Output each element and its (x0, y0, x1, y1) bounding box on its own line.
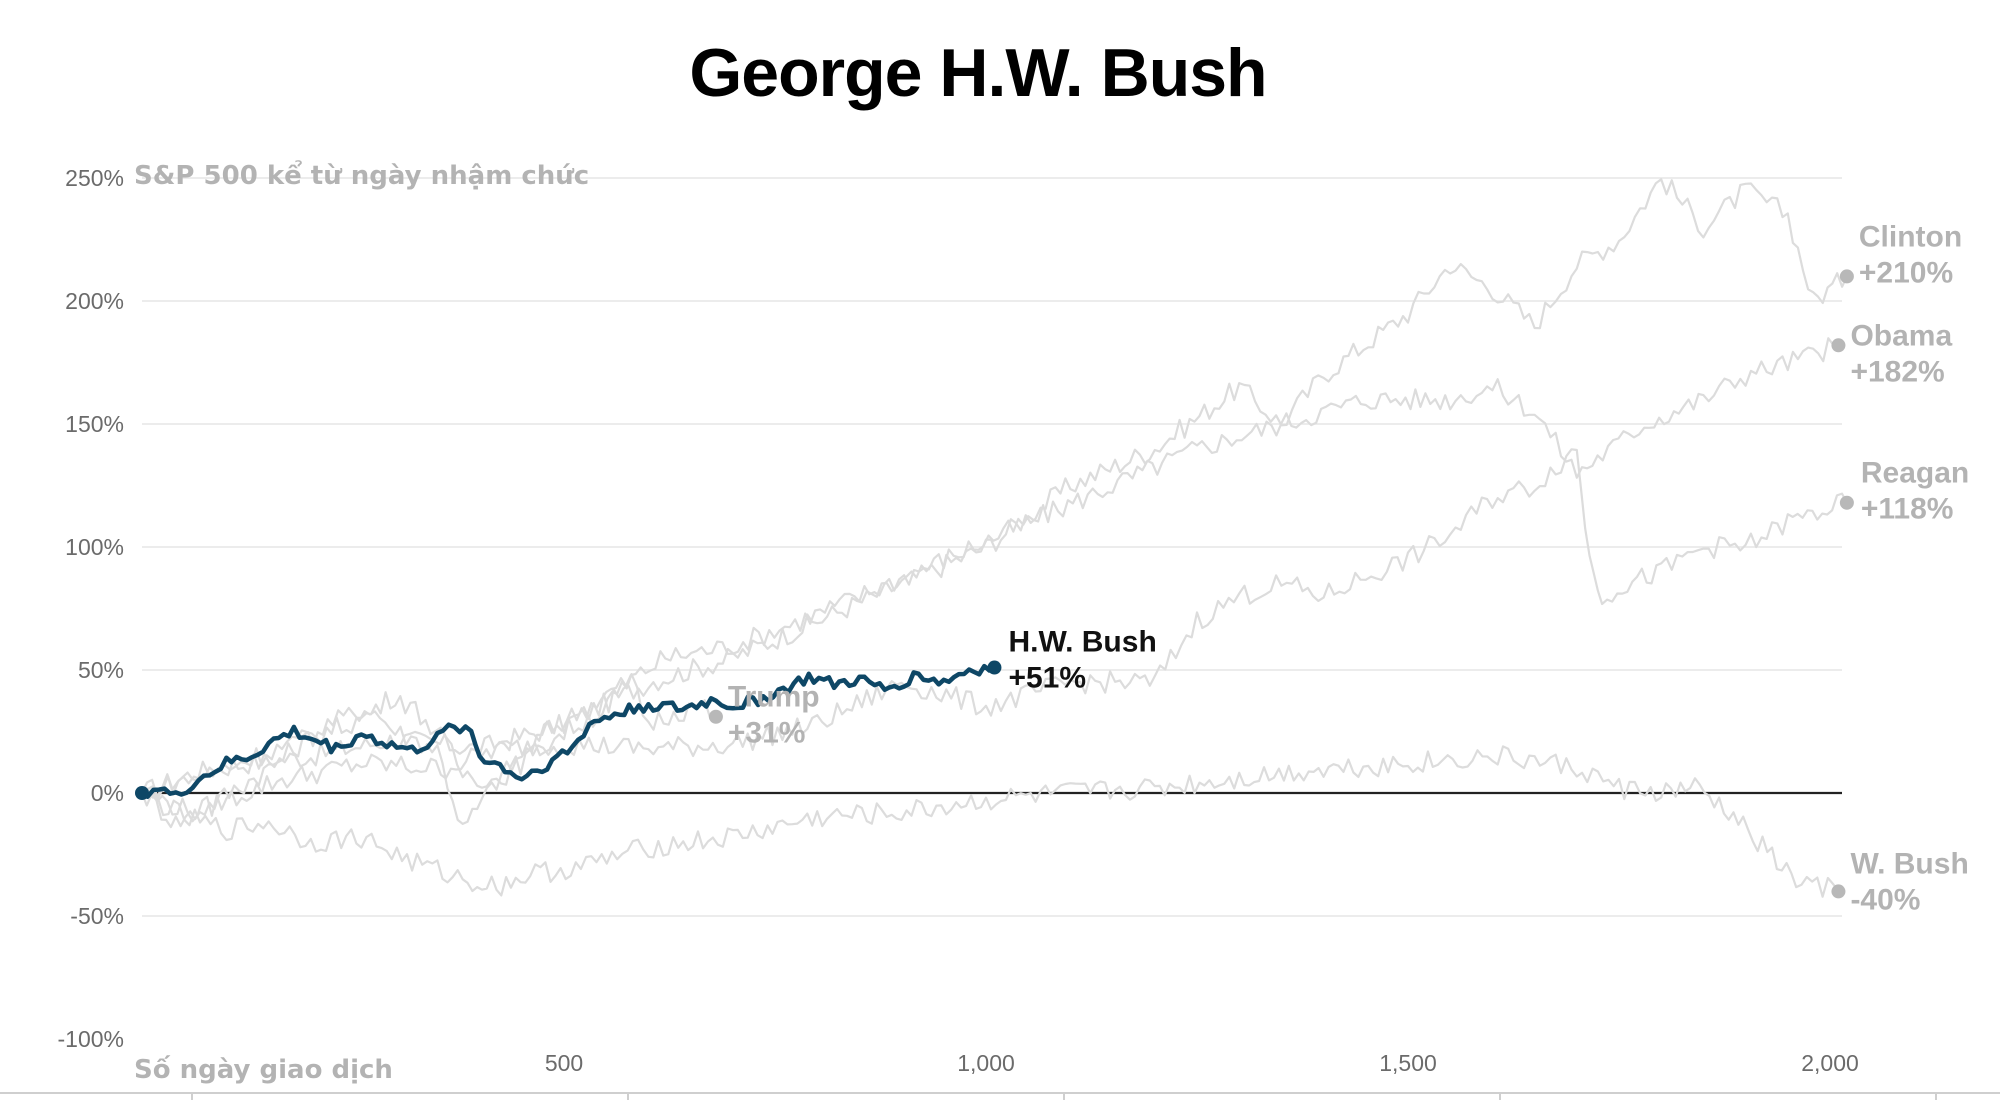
series-start-dot (135, 786, 149, 800)
series-end-labels: Clinton+210% Obama+182% Reagan+118% Trump+3… (135, 220, 1969, 916)
series-lines (140, 178, 1848, 898)
series-value-label: +31% (728, 717, 806, 750)
series-line-obama (140, 337, 1839, 829)
x-tick-label: 1,500 (1379, 1050, 1437, 1076)
chart-title: George H.W. Bush (689, 35, 1266, 111)
series-value-label: +51% (1008, 662, 1086, 695)
series-end-dot (1839, 495, 1854, 510)
series-name-label: Reagan (1861, 457, 1969, 490)
series-value-label: +210% (1859, 256, 1953, 289)
y-tick-label: 50% (78, 657, 124, 683)
y-axis-label: S&P 500 kể từ ngày nhậm chức (134, 158, 589, 191)
series-value-label: +182% (1850, 355, 1944, 388)
series-value-label: -40% (1850, 883, 1920, 916)
y-tick-label: 200% (65, 288, 124, 314)
x-tick-label: 1,000 (957, 1050, 1015, 1076)
series-line-reagan (141, 448, 1848, 823)
series-line-h-w-bush (140, 663, 996, 799)
series-name-label: W. Bush (1850, 847, 1968, 880)
y-axis-ticks: 250% 200% 150% 100% 50% 0% -50% -100% (58, 165, 124, 1052)
series-end-dot (987, 660, 1002, 675)
x-tick-label: 500 (545, 1050, 583, 1076)
series-line-w-bush (141, 745, 1840, 898)
series-name-label: Trump (728, 681, 820, 714)
series-line-trump (141, 673, 717, 800)
x-axis-ticks: 500 1,000 1,500 2,000 (191, 1050, 1937, 1100)
y-tick-label: -50% (70, 903, 124, 929)
series-name-label: Clinton (1859, 220, 1962, 253)
x-axis-label: Số ngày giao dịch (134, 1054, 393, 1085)
x-tick-label: 2,000 (1801, 1050, 1859, 1076)
series-end-dot (708, 709, 723, 724)
y-tick-label: 100% (65, 534, 124, 560)
series-name-label: Obama (1850, 319, 1952, 352)
series-end-dot (1831, 338, 1846, 353)
y-tick-label: 250% (65, 165, 124, 191)
y-tick-label: 150% (65, 411, 124, 437)
gridlines (142, 177, 1842, 917)
series-end-dot (1839, 269, 1854, 284)
series-value-label: +118% (1861, 493, 1954, 526)
y-tick-label: 0% (91, 780, 124, 806)
series-name-label: H.W. Bush (1008, 626, 1156, 659)
series-end-dot (1831, 884, 1846, 899)
y-tick-label: -100% (58, 1026, 124, 1052)
